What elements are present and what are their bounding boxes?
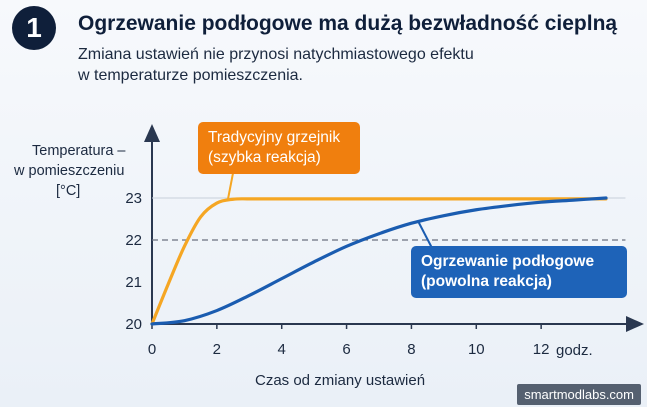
y-axis-label-line-2: w pomieszczeniu (13, 163, 124, 179)
step-number-badge: 1 (12, 6, 56, 50)
y-tick-label: 20 (125, 316, 142, 333)
annotation-floor-heating-line-1: Ogrzewanie podłogowe (421, 253, 595, 270)
x-tick-label: 12 (533, 341, 550, 358)
x-tick-label: 10 (468, 341, 485, 358)
y-axis-label-line-3: [°C] (56, 183, 80, 199)
annotation-radiator: Tradycyjny grzejnik (szybka reakcja) (198, 122, 360, 174)
annotation-radiator-line-1: Tradycyjny grzejnik (208, 129, 341, 146)
x-tick-labels: 0 2 4 6 8 10 12 (148, 324, 550, 358)
series-line-radiator (150, 197, 608, 326)
subtitle-line-1: Zmiana ustawień nie przynosi natychmiast… (78, 46, 474, 63)
annotation-radiator-line-2: (szybka reakcja) (208, 149, 321, 166)
y-axis-label-line-1: Temperatura – (32, 143, 126, 159)
x-tick-label: 6 (342, 341, 350, 358)
watermark: smartmodlabs.com (517, 384, 641, 405)
page-title: Ogrzewanie podłogowe ma dużą bezwładność… (78, 12, 618, 35)
x-tick-label: 4 (278, 341, 286, 358)
callout-pointer-floor-heating (417, 220, 433, 249)
y-tick-labels: 20 21 22 23 (125, 190, 142, 333)
y-tick-label: 22 (125, 232, 142, 249)
x-tick-label: 2 (213, 341, 221, 358)
x-tick-label: 8 (407, 341, 415, 358)
x-tick-label: 0 (148, 341, 156, 358)
y-tick-label: 23 (125, 190, 142, 207)
x-axis-label: Czas od zmiany ustawień (255, 372, 425, 389)
annotation-floor-heating: Ogrzewanie podłogowe (powolna reakcja) (411, 246, 627, 298)
series-line-floor-heating (150, 196, 608, 326)
annotation-floor-heating-line-2: (powolna reakcja) (421, 273, 552, 290)
x-axis-unit-label: godz. (556, 342, 593, 359)
subtitle-line-2: w temperaturze pomieszczenia. (78, 67, 303, 84)
subtitle: Zmiana ustawień nie przynosi natychmiast… (78, 44, 474, 86)
y-tick-label: 21 (125, 274, 142, 291)
